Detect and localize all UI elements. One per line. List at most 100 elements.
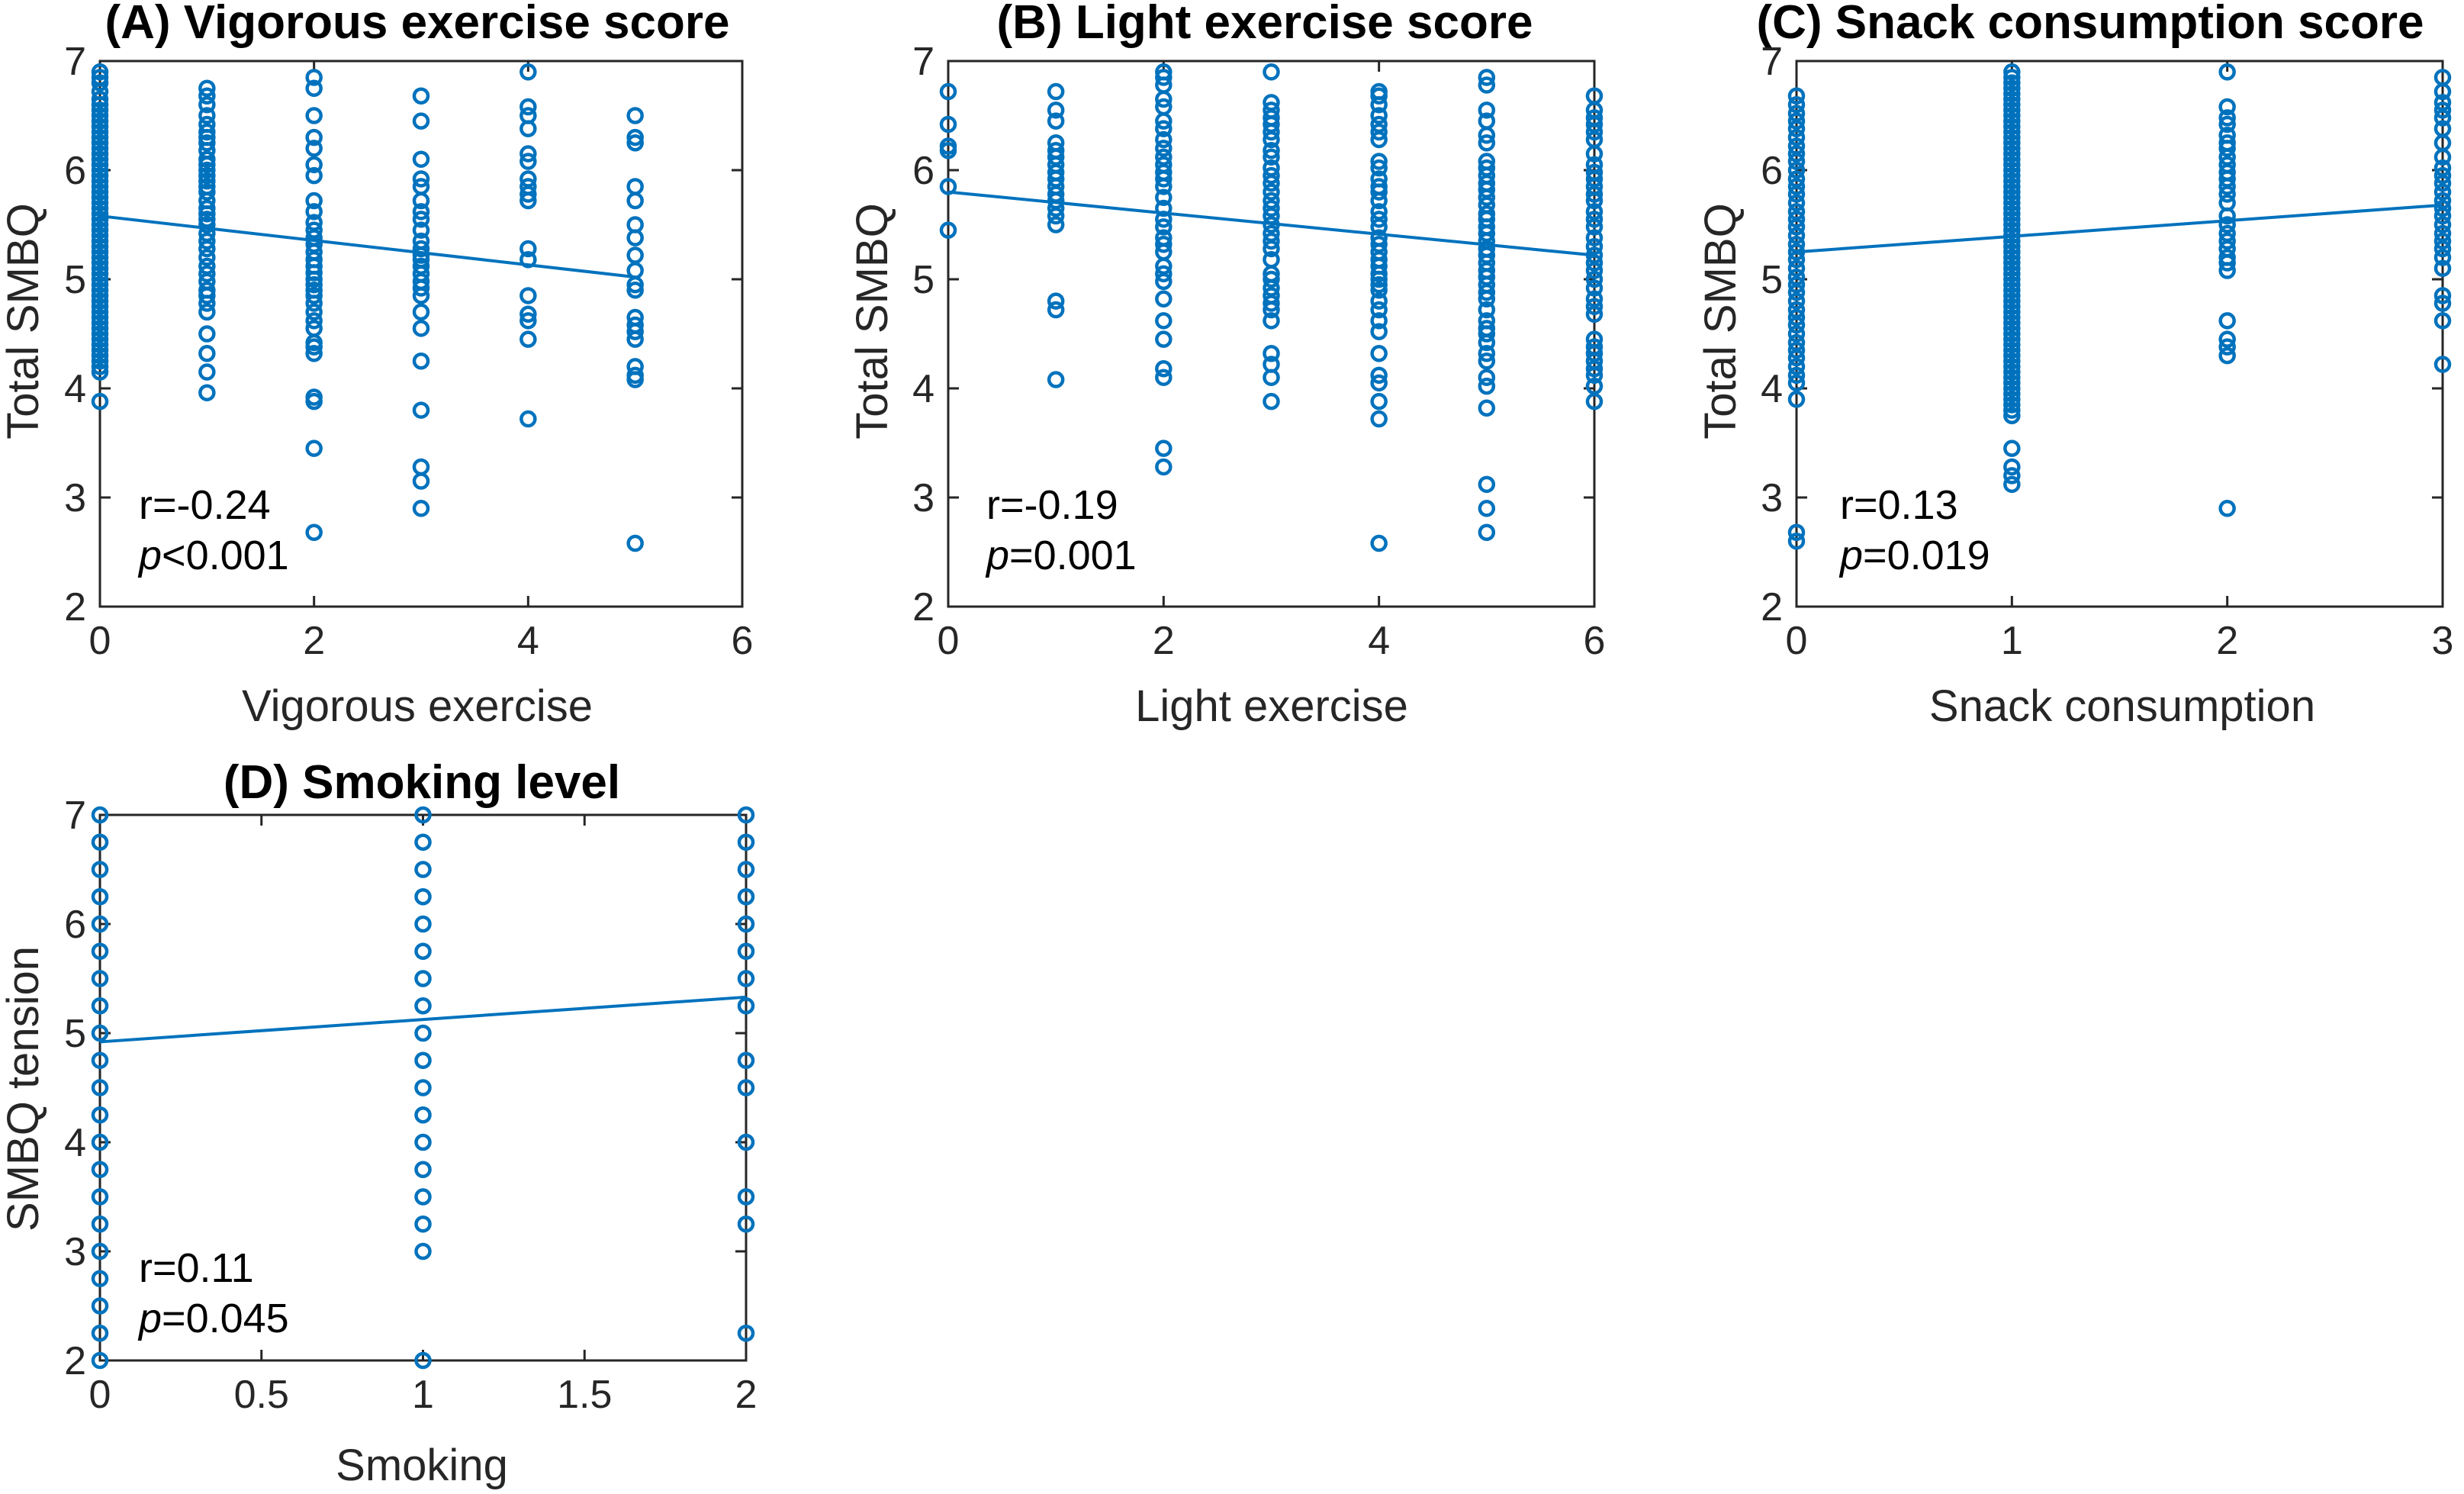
- panel-b-data-point: [1263, 295, 1280, 312]
- panel-b-title: (B) Light exercise score: [997, 0, 1533, 49]
- panel-d-data-point: [91, 861, 109, 878]
- panel-d-data-point: [91, 1051, 109, 1069]
- panel-b-data-point: [1370, 123, 1388, 141]
- panel-d-ytick-label: 3: [64, 1230, 86, 1274]
- panel-a-xtick-label: 2: [303, 619, 325, 663]
- panel-c-data-point: [2003, 401, 2021, 419]
- panel-a-data-point: [91, 183, 109, 201]
- panel-c-data-point: [2003, 303, 2021, 321]
- panel-c-data-point: [2218, 338, 2236, 356]
- panel-a-data-point: [91, 156, 109, 174]
- panel-c-data-point: [1787, 532, 1806, 550]
- panel-a-data-point: [91, 63, 109, 81]
- panel-b-data-point: [1155, 69, 1172, 86]
- panel-a-data-point: [91, 134, 109, 152]
- panel-b-data-point: [1155, 188, 1172, 206]
- panel-b-data-point: [1263, 63, 1280, 81]
- panel-c-data-point: [2003, 183, 2021, 201]
- panel-a-data-point: [519, 120, 537, 137]
- panel-b-data-point: [1155, 265, 1172, 283]
- panel-b-data-point: [1263, 312, 1280, 330]
- panel-a-data-point: [305, 270, 323, 288]
- panel-c-data-point: [2003, 216, 2021, 233]
- panel-b-data-point: [1263, 369, 1280, 386]
- panel-a-data-point: [91, 188, 109, 206]
- panel-a-data-point: [412, 87, 430, 105]
- panel-d-data-point: [414, 1188, 432, 1206]
- panel-c-data-point: [2003, 188, 2021, 206]
- panel-a-data-point: [91, 221, 109, 239]
- panel-c-ytick-label: 2: [1761, 585, 1783, 629]
- panel-c-data-point: [2218, 346, 2236, 365]
- panel-c-data-point: [2003, 314, 2021, 332]
- panel-b-data-point: [1478, 290, 1496, 307]
- panel-a-ylabel: Total SMBQ: [0, 203, 48, 439]
- panel-c-data-point: [1787, 349, 1806, 367]
- panel-c-data-point: [1787, 259, 1806, 277]
- panel-c-data-point: [2433, 295, 2452, 312]
- panel-b-data-point: [1478, 134, 1496, 152]
- panel-d-data-point: [414, 997, 432, 1015]
- panel-a-data-point: [412, 287, 430, 304]
- panel-d-data-point: [414, 942, 432, 960]
- panel-a-data-point: [519, 63, 537, 81]
- panel-b-data-point: [1585, 360, 1604, 378]
- panel-a-data-point: [91, 259, 109, 277]
- panel-a-data-point: [91, 303, 109, 321]
- panel-a-ytick-label: 2: [64, 585, 86, 629]
- panel-a-data-point: [91, 282, 109, 299]
- panel-b-ytick-label: 3: [912, 476, 934, 520]
- panel-b-data-point: [1370, 130, 1388, 149]
- panel-c-data-point: [2433, 101, 2452, 119]
- panel-a-data-point: [198, 199, 216, 217]
- panel-b-data-point: [1263, 183, 1280, 201]
- panel-d-xtick-label: 2: [735, 1373, 758, 1417]
- panel-a-data-point: [198, 232, 216, 250]
- panel-b-ytick-label: 7: [912, 40, 934, 84]
- panel-c-p-rest: =0.019: [1863, 533, 1990, 578]
- panel-c-data-point: [2003, 140, 2021, 157]
- panel-c-ytick-label: 4: [1761, 367, 1783, 411]
- panel-a-data-point: [91, 287, 109, 304]
- panel-a-data-point: [412, 150, 430, 168]
- panel-a-data-point: [412, 500, 430, 517]
- panel-c-data-point: [2218, 232, 2236, 250]
- panel-a-title: (A) Vigorous exercise score: [105, 0, 730, 49]
- panel-a-data-point: [519, 330, 537, 348]
- panel-b-data-point: [1478, 399, 1496, 417]
- panel-d-data-point: [91, 833, 109, 851]
- panel-d-data-point: [737, 1325, 755, 1342]
- panel-a-data-point: [305, 275, 323, 294]
- panel-c-fit-line: [1796, 203, 2443, 254]
- panel-d-ytick-label: 7: [64, 794, 86, 838]
- panel-c-data-point: [2218, 330, 2236, 348]
- panel-a-data-point: [91, 199, 109, 217]
- panel-a-data-point: [198, 216, 216, 233]
- panel-c-data-point: [2003, 254, 2021, 272]
- panel-b-data-point: [1478, 344, 1496, 362]
- panel-a-data-point: [305, 344, 323, 362]
- panel-b-data-point: [1263, 240, 1280, 258]
- panel-d-data-point: [91, 888, 109, 906]
- panel-a-data-point: [91, 325, 109, 343]
- panel-c-data-point: [2003, 95, 2021, 114]
- panel-b-data-point: [1585, 211, 1604, 228]
- panel-d-xtick-label: 0.5: [234, 1373, 289, 1417]
- panel-c-data-point: [2218, 185, 2236, 203]
- panel-a-data-point: [91, 292, 109, 310]
- panel-c-ytick-label: 7: [1761, 40, 1783, 84]
- panel-d-ytick-label: 6: [64, 903, 86, 947]
- panel-b-data-point: [1370, 95, 1388, 114]
- panel-a-ytick-label: 3: [64, 476, 86, 520]
- panel-a-data-point: [91, 275, 109, 294]
- panel-a-data-point: [519, 192, 537, 210]
- panel-a-data-point: [198, 183, 216, 201]
- panel-c-data-point: [2003, 145, 2021, 163]
- panel-a-data-point: [91, 330, 109, 348]
- panel-b-data-point: [1585, 237, 1604, 256]
- panel-c-data-point: [2003, 194, 2021, 212]
- panel-c-data-point: [2218, 500, 2236, 517]
- panel-a-data-point: [91, 243, 109, 261]
- panel-c-data-point: [2218, 216, 2236, 233]
